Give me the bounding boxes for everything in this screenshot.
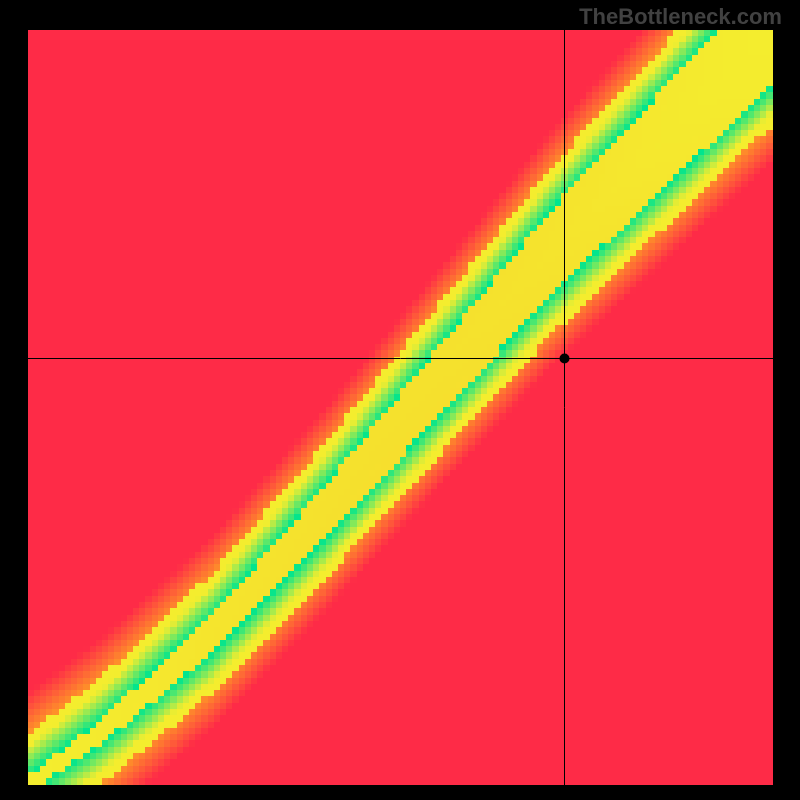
watermark-label: TheBottleneck.com	[579, 4, 782, 30]
plot-area	[28, 30, 773, 785]
chart-container: TheBottleneck.com	[0, 0, 800, 800]
bottleneck-heatmap-canvas	[28, 30, 773, 785]
